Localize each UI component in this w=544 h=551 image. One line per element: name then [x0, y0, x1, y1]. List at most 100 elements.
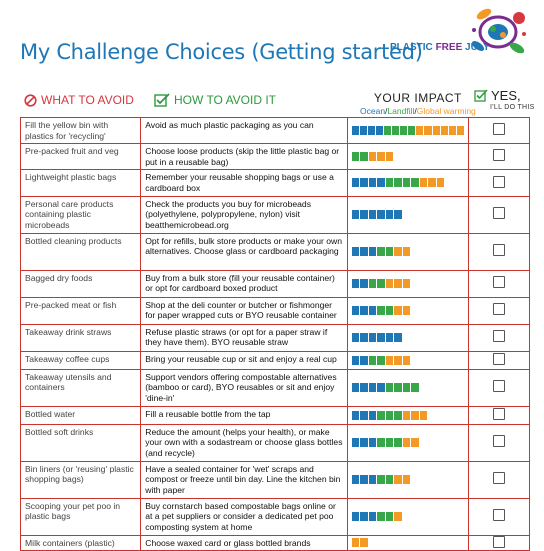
ill-do-this-checkbox[interactable]: [492, 535, 505, 548]
how-cell: Support vendors offering compostable alt…: [140, 368, 348, 407]
global-warming-impact-segment: [351, 538, 360, 548]
impact-bar: [351, 538, 464, 548]
turtle-logo-icon: [460, 2, 530, 60]
landfill-impact-segment: [385, 247, 394, 257]
impact-cell: [346, 195, 469, 234]
ill-do-this-checkbox[interactable]: [492, 244, 505, 257]
how-cell: Shop at the deli counter or butcher or f…: [140, 296, 348, 325]
impact-cell: [346, 269, 469, 298]
ocean-impact-segment: [351, 512, 360, 522]
global-warming-impact-segment: [411, 438, 419, 448]
ill-do-this-checkbox[interactable]: [492, 509, 505, 522]
global-warming-impact-segment: [416, 126, 424, 136]
landfill-impact-segment: [400, 126, 408, 136]
global-warming-impact-segment: [402, 247, 411, 257]
avoid-cell: Takeaway utensils and containers: [19, 368, 142, 407]
ocean-impact-segment: [360, 333, 368, 343]
ocean-impact-segment: [377, 383, 385, 393]
yes-header-label: YES,: [491, 88, 521, 103]
global-warming-impact-segment: [394, 475, 402, 485]
ocean-impact-segment: [394, 333, 402, 343]
landfill-impact-segment: [385, 178, 394, 188]
how-column-header: HOW TO AVOID IT: [154, 93, 276, 107]
ill-do-this-checkbox[interactable]: [492, 207, 505, 220]
landfill-impact-segment: [394, 410, 402, 420]
table-row: Bottled water Fill a reusable bottle from…: [19, 405, 531, 425]
global-warming-impact-segment: [377, 152, 385, 162]
ocean-impact-segment: [351, 210, 360, 220]
ocean-impact-segment: [360, 475, 368, 485]
check-cell: [467, 169, 531, 197]
table-row: Bagged dry foods Buy from a bulk store (f…: [19, 269, 531, 298]
ill-do-this-checkbox[interactable]: [492, 175, 505, 188]
ill-do-this-checkbox[interactable]: [492, 472, 505, 485]
impact-bar: [351, 210, 464, 220]
landfill-impact-segment: [377, 475, 385, 485]
global-warming-impact-segment: [402, 279, 411, 289]
ocean-impact-segment: [351, 475, 360, 485]
check-cell: [467, 296, 531, 325]
ill-do-this-checkbox[interactable]: [492, 407, 505, 420]
campaign-plastic: PLASTIC: [390, 42, 433, 53]
ill-do-this-checkbox[interactable]: [492, 149, 505, 162]
impact-bar: [351, 475, 464, 485]
landfill-impact-segment: [385, 475, 394, 485]
avoid-cell: Lightweight plastic bags: [19, 169, 142, 197]
avoid-cell: Bottled water: [19, 405, 142, 425]
ocean-impact-segment: [368, 475, 377, 485]
impact-header-label: YOUR IMPACT: [373, 91, 462, 105]
ocean-impact-segment: [351, 355, 360, 365]
yes-column-header: YES, I'LL DO THIS: [474, 88, 535, 111]
ill-do-this-checkbox[interactable]: [492, 352, 505, 365]
campaign-free: FREE: [435, 42, 463, 53]
check-cell: [467, 497, 531, 536]
impact-cell: [346, 296, 469, 325]
ill-do-this-checkbox[interactable]: [492, 276, 505, 289]
table-row: Pre-packed meat or fish Shop at the deli …: [19, 296, 531, 325]
ocean-impact-segment: [394, 210, 402, 220]
global-warming-impact-segment: [394, 279, 402, 289]
landfill-impact-segment: [377, 355, 385, 365]
ocean-impact-segment: [360, 279, 368, 289]
ocean-impact-segment: [368, 178, 377, 188]
ocean-impact-segment: [368, 210, 377, 220]
ill-do-this-checkbox[interactable]: [492, 330, 505, 343]
ocean-impact-segment: [359, 126, 367, 136]
check-cell: [467, 195, 531, 234]
landfill-impact-segment: [385, 306, 394, 316]
ocean-impact-segment: [368, 410, 377, 420]
global-warming-impact-segment: [432, 126, 440, 136]
global-warming-impact-segment: [402, 355, 411, 365]
table-row: Bin liners (or 'reusing' plastic shoppin…: [19, 460, 531, 499]
ill-do-this-checkbox[interactable]: [492, 435, 505, 448]
ocean-impact-segment: [377, 178, 385, 188]
impact-cell: [346, 169, 469, 197]
landfill-impact-segment: [394, 438, 402, 448]
impact-cell: [346, 405, 469, 425]
landfill-impact-segment: [384, 126, 392, 136]
table-row: Fill the yellow bin with plastics for 'r…: [19, 116, 531, 145]
legend-landfill: Landfill: [387, 106, 415, 116]
landfill-impact-segment: [385, 383, 394, 393]
impact-bar: [351, 383, 464, 393]
impact-bar: [351, 279, 464, 289]
global-warming-impact-segment: [424, 126, 432, 136]
ill-do-this-checkbox[interactable]: [492, 123, 505, 136]
global-warming-impact-segment: [440, 126, 448, 136]
impact-bar: [351, 152, 464, 162]
global-warming-impact-segment: [411, 410, 419, 420]
how-cell: Fill a reusable bottle from the tap: [140, 405, 348, 425]
table-row: Personal care products containing plasti…: [19, 195, 531, 234]
landfill-impact-segment: [394, 178, 402, 188]
check-cell: [467, 405, 531, 425]
ill-do-this-checkbox[interactable]: [492, 380, 505, 393]
global-warming-impact-segment: [394, 355, 402, 365]
ocean-impact-segment: [377, 210, 385, 220]
ill-do-this-checkbox[interactable]: [492, 303, 505, 316]
challenge-table: Fill the yellow bin with plastics for 'r…: [19, 116, 531, 551]
table-row: Takeaway drink straws Refuse plastic stra…: [19, 323, 531, 352]
check-cell: [467, 460, 531, 499]
global-warming-impact-segment: [394, 512, 402, 522]
how-cell: Remember your reusable shopping bags or …: [140, 169, 348, 197]
how-cell: Reduce the amount (helps your health), o…: [140, 423, 348, 462]
